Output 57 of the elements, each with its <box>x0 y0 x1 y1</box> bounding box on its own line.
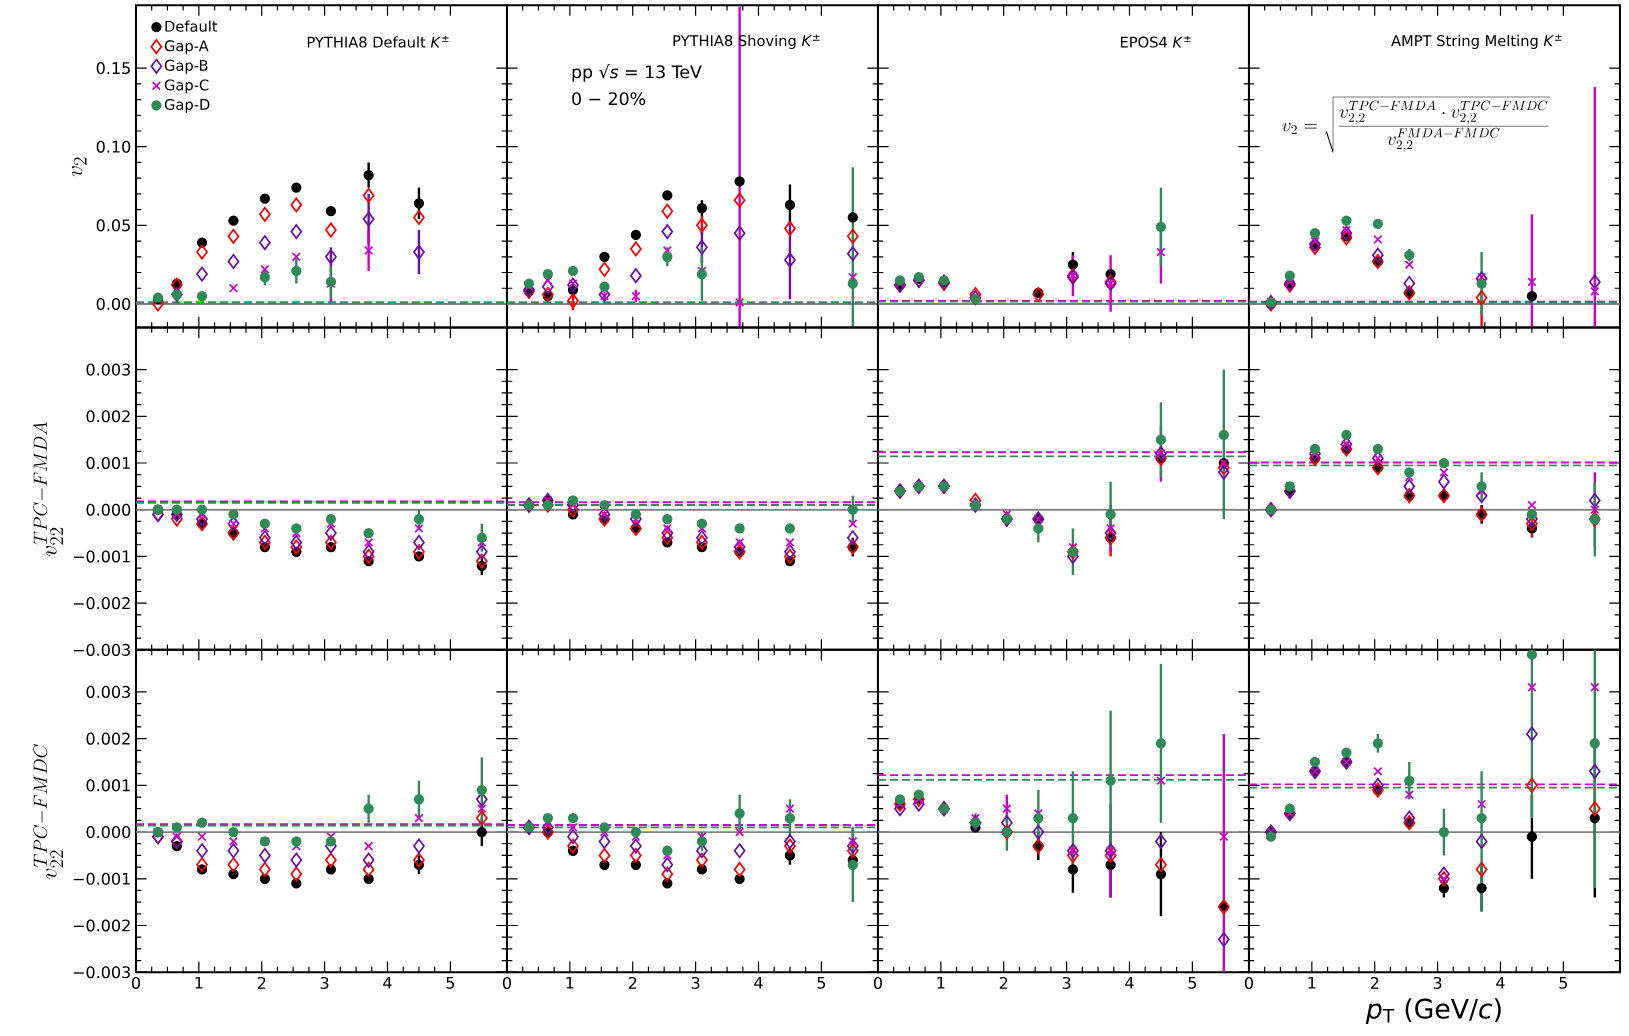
x-axis-title: p$_{T}$ (GeV/c) <box>1365 998 1501 1025</box>
y-tick-label: 0.10 <box>96 140 131 153</box>
y-tick-label: −0.001 <box>73 872 130 885</box>
legend-label: Gap-A <box>164 40 209 55</box>
x-tick-label: 4 <box>383 977 392 989</box>
y-tick-label: 0.15 <box>96 62 130 75</box>
x-tick-label: 5 <box>1559 977 1568 989</box>
x-tick-label: 1 <box>1308 977 1316 989</box>
legend-label: Default <box>165 20 218 32</box>
x-tick-label: 5 <box>817 977 826 989</box>
y-tick-label: −0.003 <box>73 966 130 979</box>
x-tick-label: 4 <box>754 977 763 989</box>
x-tick-label: 3 <box>1062 977 1071 990</box>
text: EPOS4 K$^{±}$ <box>1120 35 1191 48</box>
y-tick-label: 0.003 <box>86 363 130 376</box>
text: PYTHIA8 Default K$^{±}$ <box>307 35 449 48</box>
y-tick-label: −0.002 <box>73 919 130 932</box>
x-tick-label: 3 <box>691 977 700 990</box>
x-tick-label: 3 <box>1433 977 1442 990</box>
x-tick-label: 0 <box>873 977 882 990</box>
x-tick-label: 4 <box>1125 977 1134 989</box>
y-tick-label: 0.05 <box>96 219 130 232</box>
x-tick-label: 0 <box>131 977 141 990</box>
annotation: 0 − 20% <box>572 92 646 106</box>
annotation: $v_2 = \sqrt{\frac{v_{2,2}^{TPC-FMDA}\cdot v_{2,2}^{TPC-FMDC}}{v_{2,2}^{FMDA-FMDC}}}$ <box>1282 96 1551 153</box>
y-tick-label: 0.002 <box>86 410 130 423</box>
x-tick-label: 1 <box>195 977 203 989</box>
y-tick-label: −0.001 <box>73 550 130 563</box>
text: AMPT String Melting K$^{±}$ <box>1391 34 1562 50</box>
x-tick-label: 2 <box>628 977 637 989</box>
y-axis-title: $v_{22}^{TPC-FMDC}$ <box>33 744 63 879</box>
x-tick-label: 1 <box>937 977 945 989</box>
y-tick-label: 0.000 <box>86 503 131 516</box>
x-tick-label: 0 <box>1244 977 1253 990</box>
x-tick-label: 0 <box>502 977 511 990</box>
y-tick-label: 0.001 <box>86 457 130 470</box>
x-tick-label: 5 <box>446 977 455 989</box>
x-tick-label: 3 <box>320 977 329 990</box>
x-tick-label: 2 <box>999 977 1008 989</box>
annotation: pp √s = 13 TeV <box>572 64 702 82</box>
y-tick-label: −0.003 <box>73 643 130 657</box>
y-axis-title: $v_2$ <box>71 157 87 177</box>
y-tick-label: 0.003 <box>86 685 130 699</box>
x-tick-label: 2 <box>1370 977 1379 989</box>
x-tick-label: 5 <box>1188 977 1197 989</box>
y-tick-label: 0.00 <box>96 298 131 311</box>
y-tick-label: −0.002 <box>73 597 130 610</box>
x-tick-label: 4 <box>1496 977 1505 989</box>
legend-label: Gap-C <box>164 79 209 94</box>
y-axis-title: $v_{22}^{TPC-FMDA}$ <box>33 422 63 557</box>
y-tick-label: 0.000 <box>86 826 131 839</box>
y-tick-label: 0.002 <box>86 732 130 745</box>
legend-label: Gap-B <box>164 59 208 74</box>
x-tick-label: 1 <box>566 977 574 989</box>
y-tick-label: 0.001 <box>86 779 130 792</box>
legend-label: Gap-D <box>164 99 210 113</box>
x-tick-label: 2 <box>257 977 266 989</box>
